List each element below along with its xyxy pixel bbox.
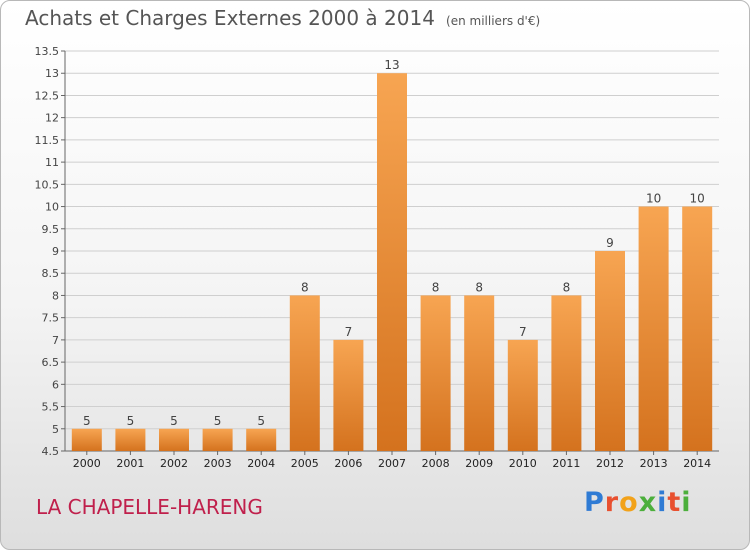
y-tick-label: 5.5 bbox=[42, 401, 60, 414]
value-label: 7 bbox=[345, 325, 353, 339]
place-name: LA CHAPELLE-HARENG bbox=[36, 495, 263, 519]
value-label: 8 bbox=[475, 280, 483, 294]
proxiti-logo: Proxiti bbox=[584, 487, 692, 518]
chart-title-text: Achats et Charges Externes 2000 à 2014 bbox=[25, 6, 435, 30]
chart-unit-note: (en milliers d'€) bbox=[446, 14, 541, 28]
x-tick-label: 2013 bbox=[640, 457, 668, 470]
bar-2000 bbox=[71, 428, 102, 451]
labels: 4.5 5 5.5 6 6.5 7 7.5 8 8.5 9 9.5 10 10.5 11 11.5 12 12.… bbox=[35, 45, 712, 470]
y-tick-label: 10 bbox=[45, 201, 59, 214]
value-label: 5 bbox=[83, 414, 91, 428]
bar-2013 bbox=[638, 206, 669, 451]
x-tick-label: 2000 bbox=[73, 457, 101, 470]
logo-letter: o bbox=[619, 487, 639, 518]
y-tick-label: 5 bbox=[52, 423, 59, 436]
x-tick-label: 2005 bbox=[291, 457, 319, 470]
bar-2006 bbox=[333, 339, 364, 451]
y-tick-label: 11 bbox=[45, 156, 59, 169]
y-tick-label: 7.5 bbox=[42, 312, 60, 325]
value-label: 5 bbox=[214, 414, 222, 428]
value-label: 5 bbox=[170, 414, 178, 428]
logo-letter: r bbox=[604, 487, 620, 518]
y-tick-label: 8.5 bbox=[42, 267, 60, 280]
y-tick-label: 13.5 bbox=[35, 45, 60, 58]
y-tick-label: 12.5 bbox=[35, 89, 60, 102]
value-label: 8 bbox=[301, 280, 309, 294]
x-tick-label: 2012 bbox=[596, 457, 624, 470]
x-tick-label: 2004 bbox=[247, 457, 275, 470]
x-tick-label: 2007 bbox=[378, 457, 406, 470]
bar-2001 bbox=[115, 428, 146, 451]
x-tick-label: 2006 bbox=[334, 457, 362, 470]
y-tick-label: 4.5 bbox=[42, 445, 60, 458]
logo-letter: x bbox=[638, 487, 658, 518]
value-label: 10 bbox=[690, 192, 705, 206]
x-tick-label: 2001 bbox=[116, 457, 144, 470]
y-tick-label: 9.5 bbox=[42, 223, 60, 236]
y-tick-label: 9 bbox=[52, 245, 59, 258]
bar-2010 bbox=[507, 339, 538, 451]
value-label: 13 bbox=[384, 58, 399, 72]
bar-2008 bbox=[420, 295, 451, 451]
x-tick-label: 2011 bbox=[552, 457, 580, 470]
chart-title: Achats et Charges Externes 2000 à 2014 (… bbox=[25, 6, 540, 30]
bar-2002 bbox=[159, 428, 189, 451]
logo-letter: i bbox=[657, 487, 668, 518]
bar-2007 bbox=[377, 73, 407, 451]
bars bbox=[71, 73, 713, 451]
bar-2005 bbox=[289, 295, 320, 451]
y-tick-label: 7 bbox=[52, 334, 59, 347]
bar-2009 bbox=[464, 295, 495, 451]
value-label: 10 bbox=[646, 192, 661, 206]
x-tick-label: 2008 bbox=[422, 457, 450, 470]
value-label: 8 bbox=[432, 280, 440, 294]
x-tick-label: 2014 bbox=[683, 457, 711, 470]
value-label: 7 bbox=[519, 325, 527, 339]
bar-2004 bbox=[246, 428, 277, 451]
logo-letter: t bbox=[667, 487, 682, 518]
y-tick-label: 8 bbox=[52, 289, 59, 302]
y-tick-label: 6.5 bbox=[42, 356, 60, 369]
bar-2003 bbox=[202, 428, 233, 451]
value-label: 5 bbox=[257, 414, 265, 428]
logo-letter: P bbox=[584, 487, 605, 518]
bar-2014 bbox=[682, 206, 713, 451]
y-tick-label: 6 bbox=[52, 378, 59, 391]
value-label: 8 bbox=[563, 280, 571, 294]
y-tick-label: 10.5 bbox=[35, 178, 60, 191]
value-label: 5 bbox=[127, 414, 135, 428]
bar-2011 bbox=[551, 295, 582, 451]
value-label: 9 bbox=[606, 236, 614, 250]
x-tick-label: 2002 bbox=[160, 457, 188, 470]
y-tick-label: 13 bbox=[45, 67, 59, 80]
x-tick-label: 2003 bbox=[204, 457, 232, 470]
logo-letter: i bbox=[681, 487, 692, 518]
x-tick-label: 2010 bbox=[509, 457, 537, 470]
y-tick-label: 12 bbox=[45, 112, 59, 125]
bar-2012 bbox=[595, 251, 625, 451]
y-tick-label: 11.5 bbox=[35, 134, 60, 147]
x-tick-label: 2009 bbox=[465, 457, 493, 470]
